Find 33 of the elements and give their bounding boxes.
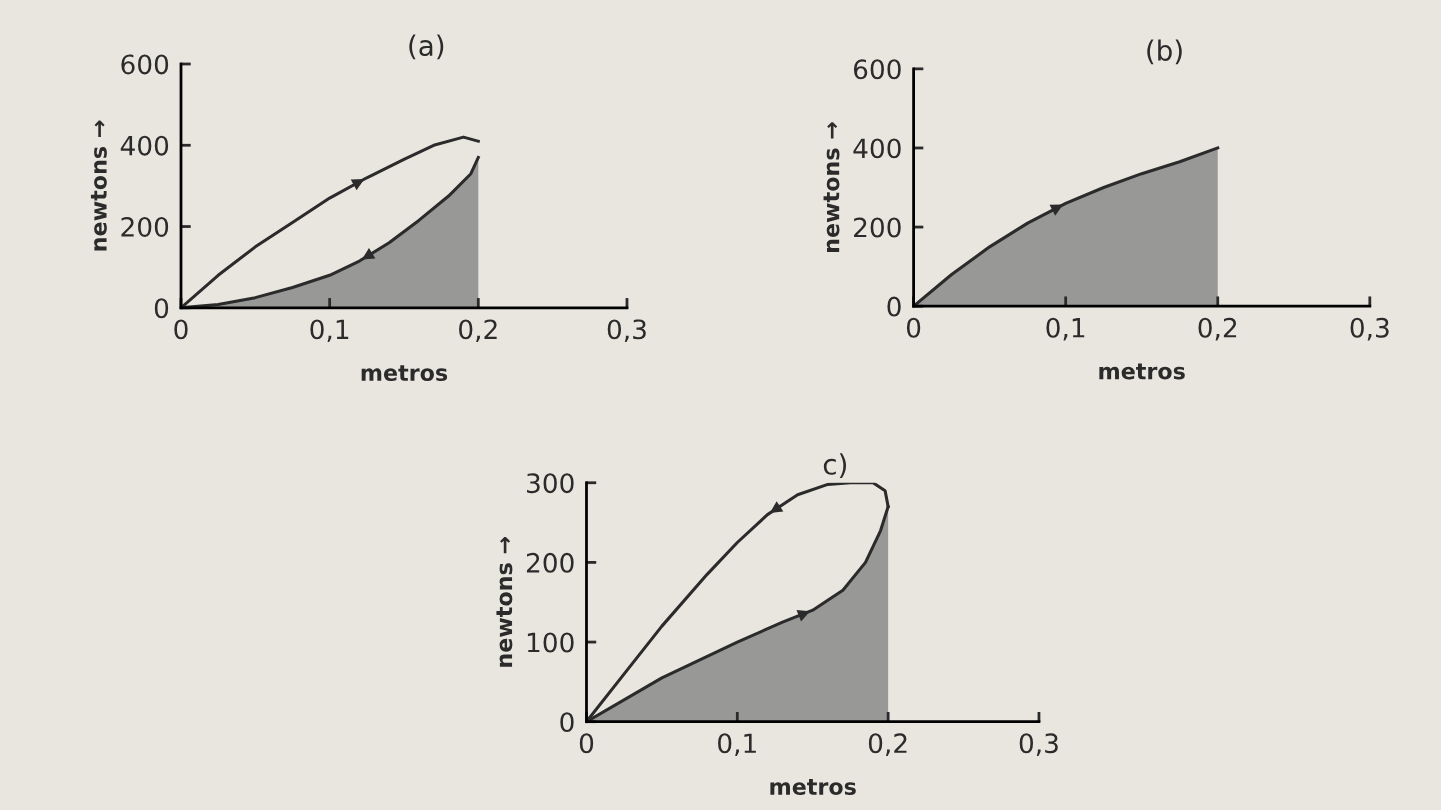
x-tick-label: 0,3	[1350, 317, 1389, 341]
x-tick-label: 0,2	[459, 319, 497, 343]
x-tick-label: 0	[906, 317, 921, 338]
x-tick-label: 0,2	[868, 733, 907, 756]
y-tick-label: 400	[853, 138, 901, 159]
x-axis-title: metros	[361, 365, 448, 382]
x-tick-label: 0	[579, 733, 594, 754]
x-tick-label: 0,3	[607, 319, 646, 343]
y-tick-label: 0	[154, 298, 169, 319]
y-tick-label: 200	[121, 216, 169, 237]
y-tick-label: 400	[120, 135, 169, 156]
x-tick-label: 0,2	[1198, 317, 1237, 341]
x-tick-label: 0	[174, 319, 188, 340]
y-tick-label: 100	[527, 632, 574, 653]
chart-title: (b)	[1147, 39, 1182, 65]
y-axis-title: newtons →	[90, 120, 107, 251]
y-tick-label: 200	[526, 552, 574, 573]
y-tick-label: 0	[887, 296, 901, 317]
chart-title: (a)	[409, 34, 444, 60]
chart-title: c)	[823, 453, 847, 479]
y-tick-label: 300	[527, 473, 574, 494]
x-axis-title: metros	[1099, 363, 1185, 380]
x-axis-title: metros	[770, 779, 856, 796]
x-tick-label: 0,1	[718, 733, 756, 756]
y-tick-label: 0	[560, 712, 574, 733]
x-tick-label: 0,1	[310, 319, 349, 343]
x-tick-label: 0,1	[1046, 317, 1085, 341]
y-axis-title: newtons →	[823, 122, 840, 252]
y-tick-label: 600	[853, 59, 901, 80]
y-tick-label: 600	[121, 54, 169, 75]
y-axis-title: newtons →	[496, 536, 513, 667]
x-tick-label: 0,3	[1019, 733, 1058, 756]
y-tick-label: 200	[854, 217, 901, 238]
